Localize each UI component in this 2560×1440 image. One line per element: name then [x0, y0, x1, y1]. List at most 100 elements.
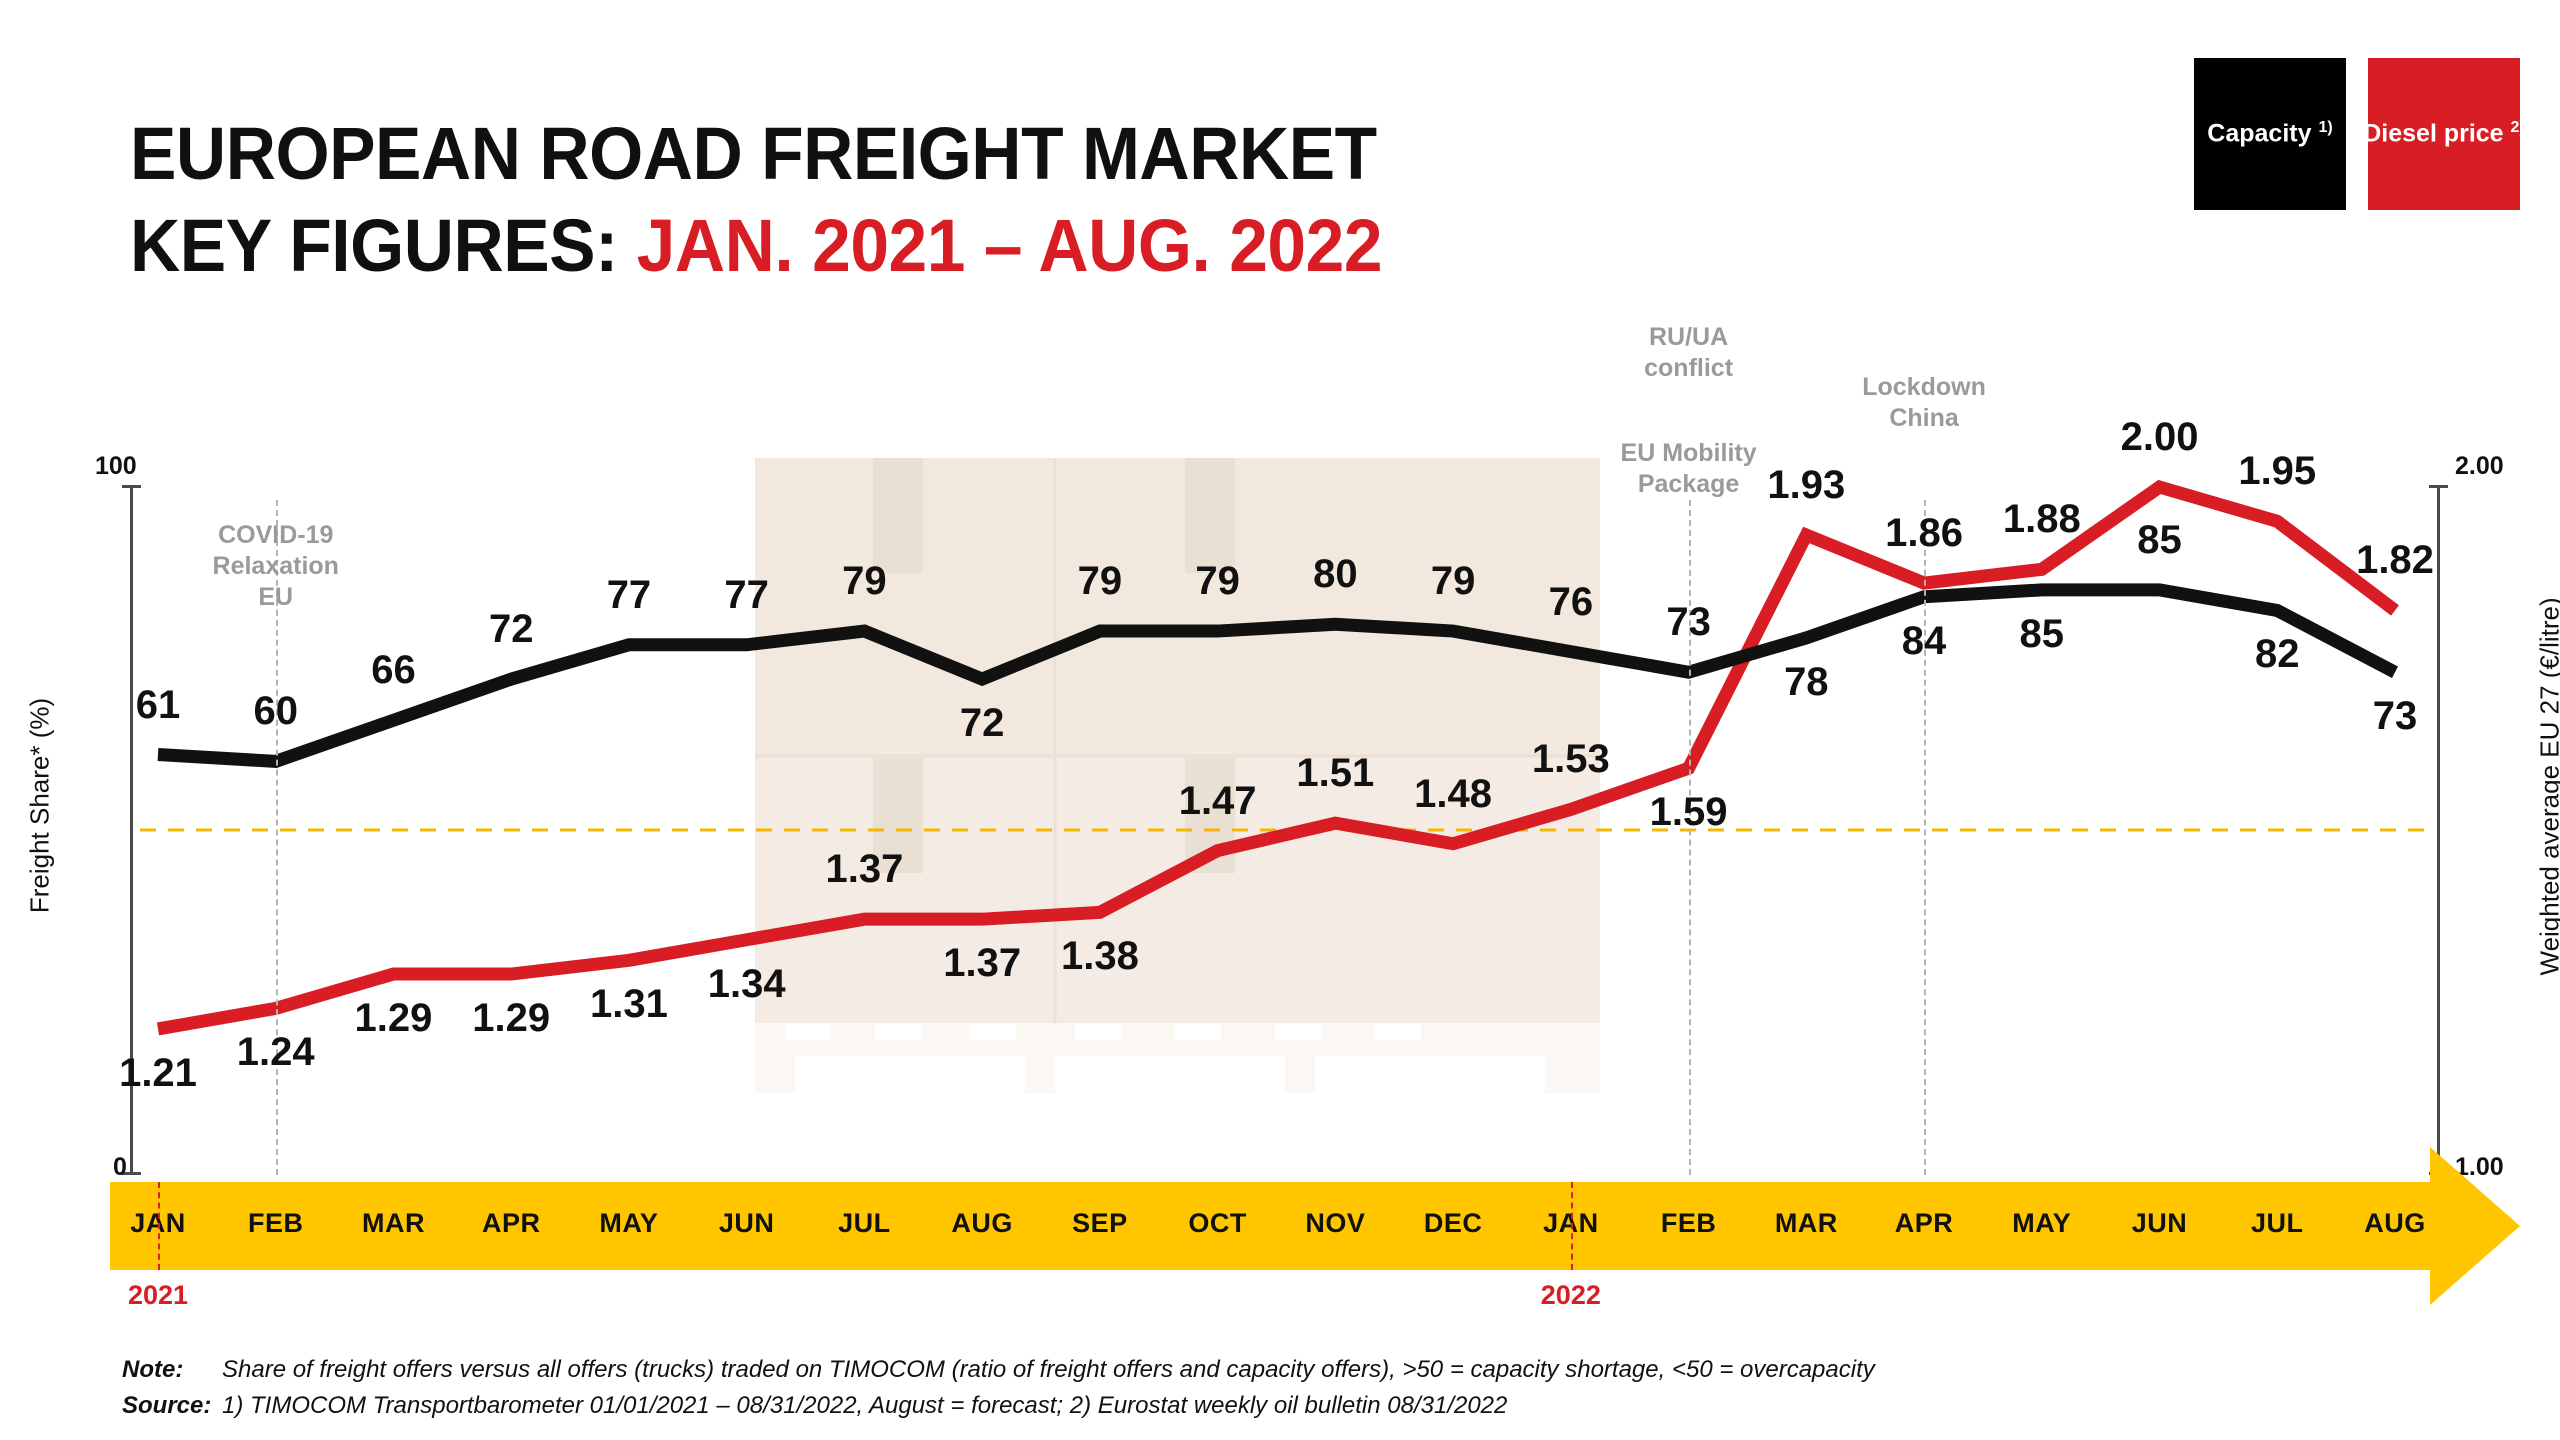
title-line-2-accent: JAN. 2021 – AUG. 2022 — [636, 204, 1383, 287]
capacity-value-label: 85 — [2137, 517, 2182, 562]
diesel-price-value-label: 1.82 — [2356, 538, 2434, 583]
x-axis-year-label: 2022 — [1540, 1280, 1601, 1310]
capacity-value-label: 79 — [1430, 559, 1476, 604]
x-axis-month-label: APR — [1894, 1208, 1954, 1238]
x-axis-month-label: OCT — [1188, 1208, 1247, 1238]
footer-source-value: 1) TIMOCOM Transportbarometer 01/01/2021… — [222, 1392, 1508, 1419]
x-axis-month-label: JAN — [130, 1208, 186, 1238]
footer-note-row: Note: Share of freight offers versus all… — [122, 1352, 1875, 1388]
capacity-value-label: 72 — [959, 701, 1005, 746]
diesel-price-value-label: 1.29 — [354, 996, 433, 1041]
year-divider-line — [158, 1182, 160, 1270]
footer-source-key: Source: — [122, 1392, 212, 1419]
capacity-value-label: 77 — [606, 572, 652, 617]
x-axis-year-label: 2021 — [127, 1280, 189, 1310]
x-axis-band — [110, 1182, 2430, 1270]
page-title: EUROPEAN ROAD FREIGHT MARKET KEY FIGURES… — [130, 108, 1462, 292]
capacity-value-label: 78 — [1784, 659, 1829, 704]
left-axis-bottom-cap — [122, 1172, 141, 1175]
x-axis-month-label: JUN — [2131, 1208, 2188, 1238]
legend-diesel-footnote: 2) — [2510, 119, 2525, 137]
left-axis-max-label: 100 — [95, 452, 137, 480]
x-axis-month-label: APR — [481, 1208, 541, 1238]
diesel-price-value-label: 1.53 — [1531, 737, 1610, 782]
x-axis-month-label: MAY — [2012, 1208, 2072, 1238]
diesel-price-value-label: 1.37 — [943, 941, 1022, 986]
capacity-value-label: 82 — [2255, 632, 2300, 677]
diesel-price-value-label: 1.38 — [1060, 934, 1139, 979]
capacity-value-label: 73 — [1666, 600, 1711, 645]
x-axis-arrow-head — [2430, 1147, 2520, 1305]
diesel-price-value-label: 1.48 — [1414, 771, 1493, 816]
legend-diesel-text: Diesel price — [2363, 119, 2504, 148]
capacity-value-label: 79 — [1195, 559, 1240, 604]
capacity-value-label: 85 — [2019, 611, 2065, 656]
x-axis-month-label: DEC — [1423, 1208, 1483, 1238]
x-axis-month-label: JUL — [2250, 1208, 2304, 1238]
annotation-label: Lockdown China — [1862, 373, 1986, 432]
diesel-price-line — [156, 479, 2399, 1036]
capacity-value-label: 66 — [371, 648, 416, 693]
diesel-price-value-label: 2.00 — [2120, 415, 2199, 459]
left-axis-line — [130, 485, 133, 1175]
diesel-price-value-label: 1.37 — [825, 847, 904, 892]
year-divider-line — [1570, 1182, 1573, 1270]
annotation-guide-line — [275, 500, 278, 1175]
capacity-value-label: 76 — [1548, 579, 1594, 624]
diesel-price-value-label: 1.93 — [1767, 463, 1846, 508]
footer-source-row: Source: 1) TIMOCOM Transportbarometer 01… — [122, 1388, 1875, 1424]
right-axis-top-cap — [2429, 485, 2448, 488]
diesel-price-value-label: 1.29 — [472, 996, 551, 1041]
title-line-2: KEY FIGURES: JAN. 2021 – AUG. 2022 — [130, 200, 1383, 292]
diesel-price-value-label: 1.59 — [1649, 790, 1728, 835]
capacity-value-label: 72 — [488, 607, 534, 652]
x-axis-month-label: JUL — [838, 1208, 891, 1238]
annotation-label: COVID-19 Relaxation EU — [212, 521, 339, 611]
x-axis-month-label: MAR — [361, 1208, 425, 1238]
annotation-guide-line — [1924, 500, 1927, 1175]
footer-note-key: Note: — [122, 1356, 184, 1383]
capacity-value-label: 61 — [135, 682, 181, 727]
x-axis-month-label: FEB — [1660, 1208, 1717, 1238]
x-axis-month-label: SEP — [1072, 1208, 1128, 1238]
legend-capacity-footnote: 1) — [2318, 119, 2333, 137]
x-axis-month-label: JAN — [1543, 1208, 1599, 1238]
capacity-value-label: 60 — [253, 689, 298, 734]
left-axis-min-label: 0 — [113, 1153, 127, 1181]
left-axis-top-cap — [122, 485, 141, 488]
annotation-label: RU/UA conflict — [1644, 323, 1734, 382]
legend: Capacity 1) Diesel price 2) — [2194, 58, 2525, 210]
diesel-price-value-label: 1.95 — [2238, 449, 2317, 494]
x-axis-month-label: JUN — [718, 1208, 775, 1238]
capacity-value-label: 79 — [1077, 559, 1123, 604]
footer-note-value: Share of freight offers versus all offer… — [222, 1356, 1875, 1383]
capacity-value-label: 80 — [1313, 552, 1358, 597]
x-axis-month-label: NOV — [1305, 1208, 1366, 1238]
right-axis-line — [2437, 485, 2440, 1175]
capacity-value-label: 84 — [1901, 618, 1947, 663]
legend-item-capacity: Capacity 1) — [2194, 58, 2346, 210]
legend-capacity-text: Capacity — [2207, 119, 2312, 148]
diesel-price-value-label: 1.24 — [236, 1030, 315, 1075]
x-axis-month-label: FEB — [247, 1208, 304, 1238]
header: EUROPEAN ROAD FREIGHT MARKET KEY FIGURES… — [0, 0, 2560, 287]
capacity-line — [157, 583, 2399, 768]
capacity-value-label: 79 — [842, 559, 887, 604]
legend-label-capacity: Capacity 1) — [2207, 119, 2332, 148]
x-axis-month-label: MAR — [1774, 1208, 1838, 1238]
diesel-price-value-label: 1.34 — [707, 961, 786, 1006]
legend-label-diesel: Diesel price 2) — [2363, 119, 2525, 148]
diesel-price-value-label: 1.47 — [1178, 778, 1257, 823]
diesel-price-value-label: 1.31 — [590, 982, 668, 1027]
x-axis-month-label: MAY — [599, 1208, 659, 1238]
capacity-value-label: 77 — [724, 572, 769, 617]
diesel-price-value-label: 1.86 — [1885, 511, 1963, 556]
x-axis-month-label: AUG — [951, 1208, 1013, 1238]
annotation-guide-line — [1688, 500, 1691, 1175]
x-axis-month-label: AUG — [2364, 1208, 2426, 1238]
diesel-price-value-label: 1.88 — [2002, 497, 2081, 542]
legend-item-diesel: Diesel price 2) — [2363, 58, 2525, 210]
title-line-2-prefix: KEY FIGURES: — [130, 204, 637, 287]
